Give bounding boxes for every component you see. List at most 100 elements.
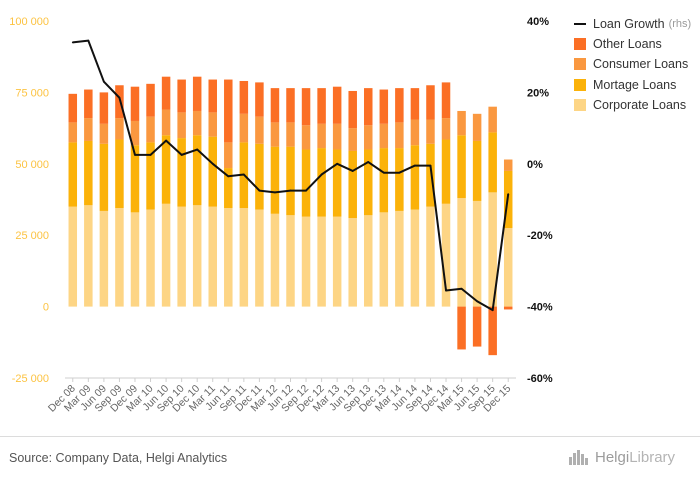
legend-label-loan-growth: Loan Growth	[593, 17, 665, 32]
point-loan-growth-jun-10	[165, 139, 167, 142]
legend-item-mortage-loans[interactable]: Mortage Loans	[574, 75, 691, 95]
bar-mortage-loans-sep-13	[364, 149, 373, 216]
bar-corporate-loans-dec-10	[192, 205, 202, 307]
bar-other-loans-mar-15	[457, 306, 466, 350]
bar-mortage-loans-sep-12	[301, 149, 311, 217]
bar-mortage-loans-jun-15	[472, 140, 482, 201]
bar-consumer-loans-dec-14	[441, 118, 451, 140]
point-loan-growth-dec-13	[382, 171, 385, 174]
y-right-tick-label: 40%	[527, 16, 549, 28]
bar-other-loans-dec-10	[192, 76, 202, 111]
bar-other-loans-mar-09	[84, 89, 93, 119]
bar-mortage-loans-mar-12	[270, 146, 280, 214]
bar-mortage-loans-jun-09	[99, 143, 109, 211]
bar-mortage-loans-dec-11	[255, 143, 264, 210]
bar-mortage-loans-jun-14	[410, 145, 420, 210]
bar-other-loans-sep-10	[177, 79, 186, 113]
bar-other-loans-jun-13	[348, 90, 357, 129]
helgi-library-logo-icon	[569, 450, 588, 465]
legend: Loan Growth (rhs) Other Loans Consumer L…	[574, 14, 691, 115]
legend-item-consumer-loans[interactable]: Consumer Loans	[574, 54, 691, 74]
bar-consumer-loans-jun-14	[410, 119, 420, 146]
bar-mortage-loans-dec-13	[379, 148, 389, 213]
bar-other-loans-dec-11	[255, 82, 264, 117]
brand-name-part1: Helgi	[595, 448, 630, 466]
bar-other-loans-sep-14	[426, 85, 435, 120]
bar-mortage-loans-dec-12	[317, 148, 326, 217]
y-left-tick-label: 75 000	[15, 87, 49, 99]
point-loan-growth-jun-14	[414, 164, 416, 167]
point-loan-growth-dec-14	[445, 289, 447, 292]
bar-consumer-loans-jun-15	[472, 113, 482, 141]
bar-consumer-loans-sep-15	[488, 106, 497, 133]
legend-item-corporate-loans[interactable]: Corporate Loans	[574, 95, 691, 115]
bar-other-loans-jun-10	[161, 76, 171, 110]
bar-consumer-loans-mar-09	[84, 118, 93, 141]
bar-other-loans-dec-12	[317, 88, 326, 124]
y-right-tick-label: -20%	[527, 230, 553, 242]
point-loan-growth-mar-14	[398, 171, 401, 174]
bar-corporate-loans-sep-14	[426, 206, 435, 307]
bar-mortage-loans-sep-09	[115, 139, 124, 209]
bar-consumer-loans-jun-09	[99, 123, 109, 144]
point-loan-growth-dec-11	[258, 189, 261, 192]
point-loan-growth-mar-10	[149, 153, 152, 156]
bar-consumer-loans-jun-11	[224, 142, 233, 169]
brand-name-part2: Library	[629, 448, 676, 466]
bar-corporate-loans-jun-09	[99, 210, 109, 307]
bar-mortage-loans-mar-09	[84, 140, 93, 206]
bar-corporate-loans-dec-14	[441, 203, 451, 307]
bar-corporate-loans-dec-12	[317, 216, 326, 307]
bar-other-loans-mar-10	[146, 83, 155, 117]
bar-corporate-loans-jun-10	[161, 203, 171, 307]
bar-mortage-loans-mar-11	[208, 136, 217, 207]
bar-corporate-loans-sep-10	[177, 206, 186, 307]
bar-corporate-loans-mar-13	[332, 216, 342, 307]
point-loan-growth-sep-11	[242, 173, 245, 176]
bar-mortage-loans-dec-10	[192, 135, 202, 206]
brand-logo[interactable]: Helgi Library	[568, 448, 675, 466]
bar-consumer-loans-sep-09	[115, 118, 124, 140]
bar-other-loans-jun-14	[410, 88, 420, 120]
y-right-tick-label: -40%	[527, 302, 553, 314]
bar-consumer-loans-sep-14	[426, 119, 435, 144]
bar-consumer-loans-mar-11	[208, 112, 217, 137]
bar-corporate-loans-mar-11	[208, 206, 217, 307]
bar-other-loans-mar-14	[395, 88, 404, 123]
legend-label-corporate-loans: Corporate Loans	[593, 97, 687, 112]
bar-consumer-loans-mar-14	[395, 122, 404, 149]
point-loan-growth-sep-09	[118, 96, 121, 99]
bar-mortage-loans-jun-12	[286, 146, 295, 216]
bar-other-loans-dec-09	[130, 86, 140, 121]
bar-other-loans-mar-12	[270, 88, 280, 123]
bar-corporate-loans-jun-15	[472, 200, 482, 307]
bar-mortage-loans-mar-10	[146, 142, 155, 210]
point-loan-growth-mar-13	[336, 162, 339, 165]
legend-swatch-other-loans	[574, 38, 586, 51]
bar-mortage-loans-jun-11	[224, 168, 233, 209]
bar-consumer-loans-jun-12	[286, 122, 295, 147]
point-loan-growth-jun-09	[102, 80, 105, 83]
bar-other-loans-jun-09	[99, 92, 109, 124]
bar-consumer-loans-sep-12	[301, 125, 311, 150]
bar-consumer-loans-dec-10	[192, 110, 202, 136]
bars-layer	[68, 76, 513, 356]
bar-consumer-loans-dec-15	[503, 159, 513, 171]
bar-consumer-loans-mar-15	[457, 110, 466, 136]
legend-item-other-loans[interactable]: Other Loans	[574, 34, 691, 54]
point-loan-growth-sep-10	[180, 153, 183, 156]
point-loan-growth-jun-12	[289, 189, 292, 192]
bar-consumer-loans-dec-13	[379, 123, 389, 149]
legend-swatch-consumer-loans	[574, 58, 586, 71]
bar-mortage-loans-dec-14	[441, 139, 451, 204]
bar-corporate-loans-sep-09	[115, 208, 124, 307]
legend-item-loan-growth[interactable]: Loan Growth (rhs)	[574, 14, 691, 34]
bar-consumer-loans-jun-13	[348, 128, 357, 151]
bar-corporate-loans-mar-09	[84, 205, 93, 307]
bar-other-loans-sep-12	[301, 88, 311, 126]
bar-corporate-loans-sep-11	[239, 208, 249, 307]
point-loan-growth-jun-15	[476, 300, 479, 303]
bar-consumer-loans-sep-13	[364, 125, 373, 150]
